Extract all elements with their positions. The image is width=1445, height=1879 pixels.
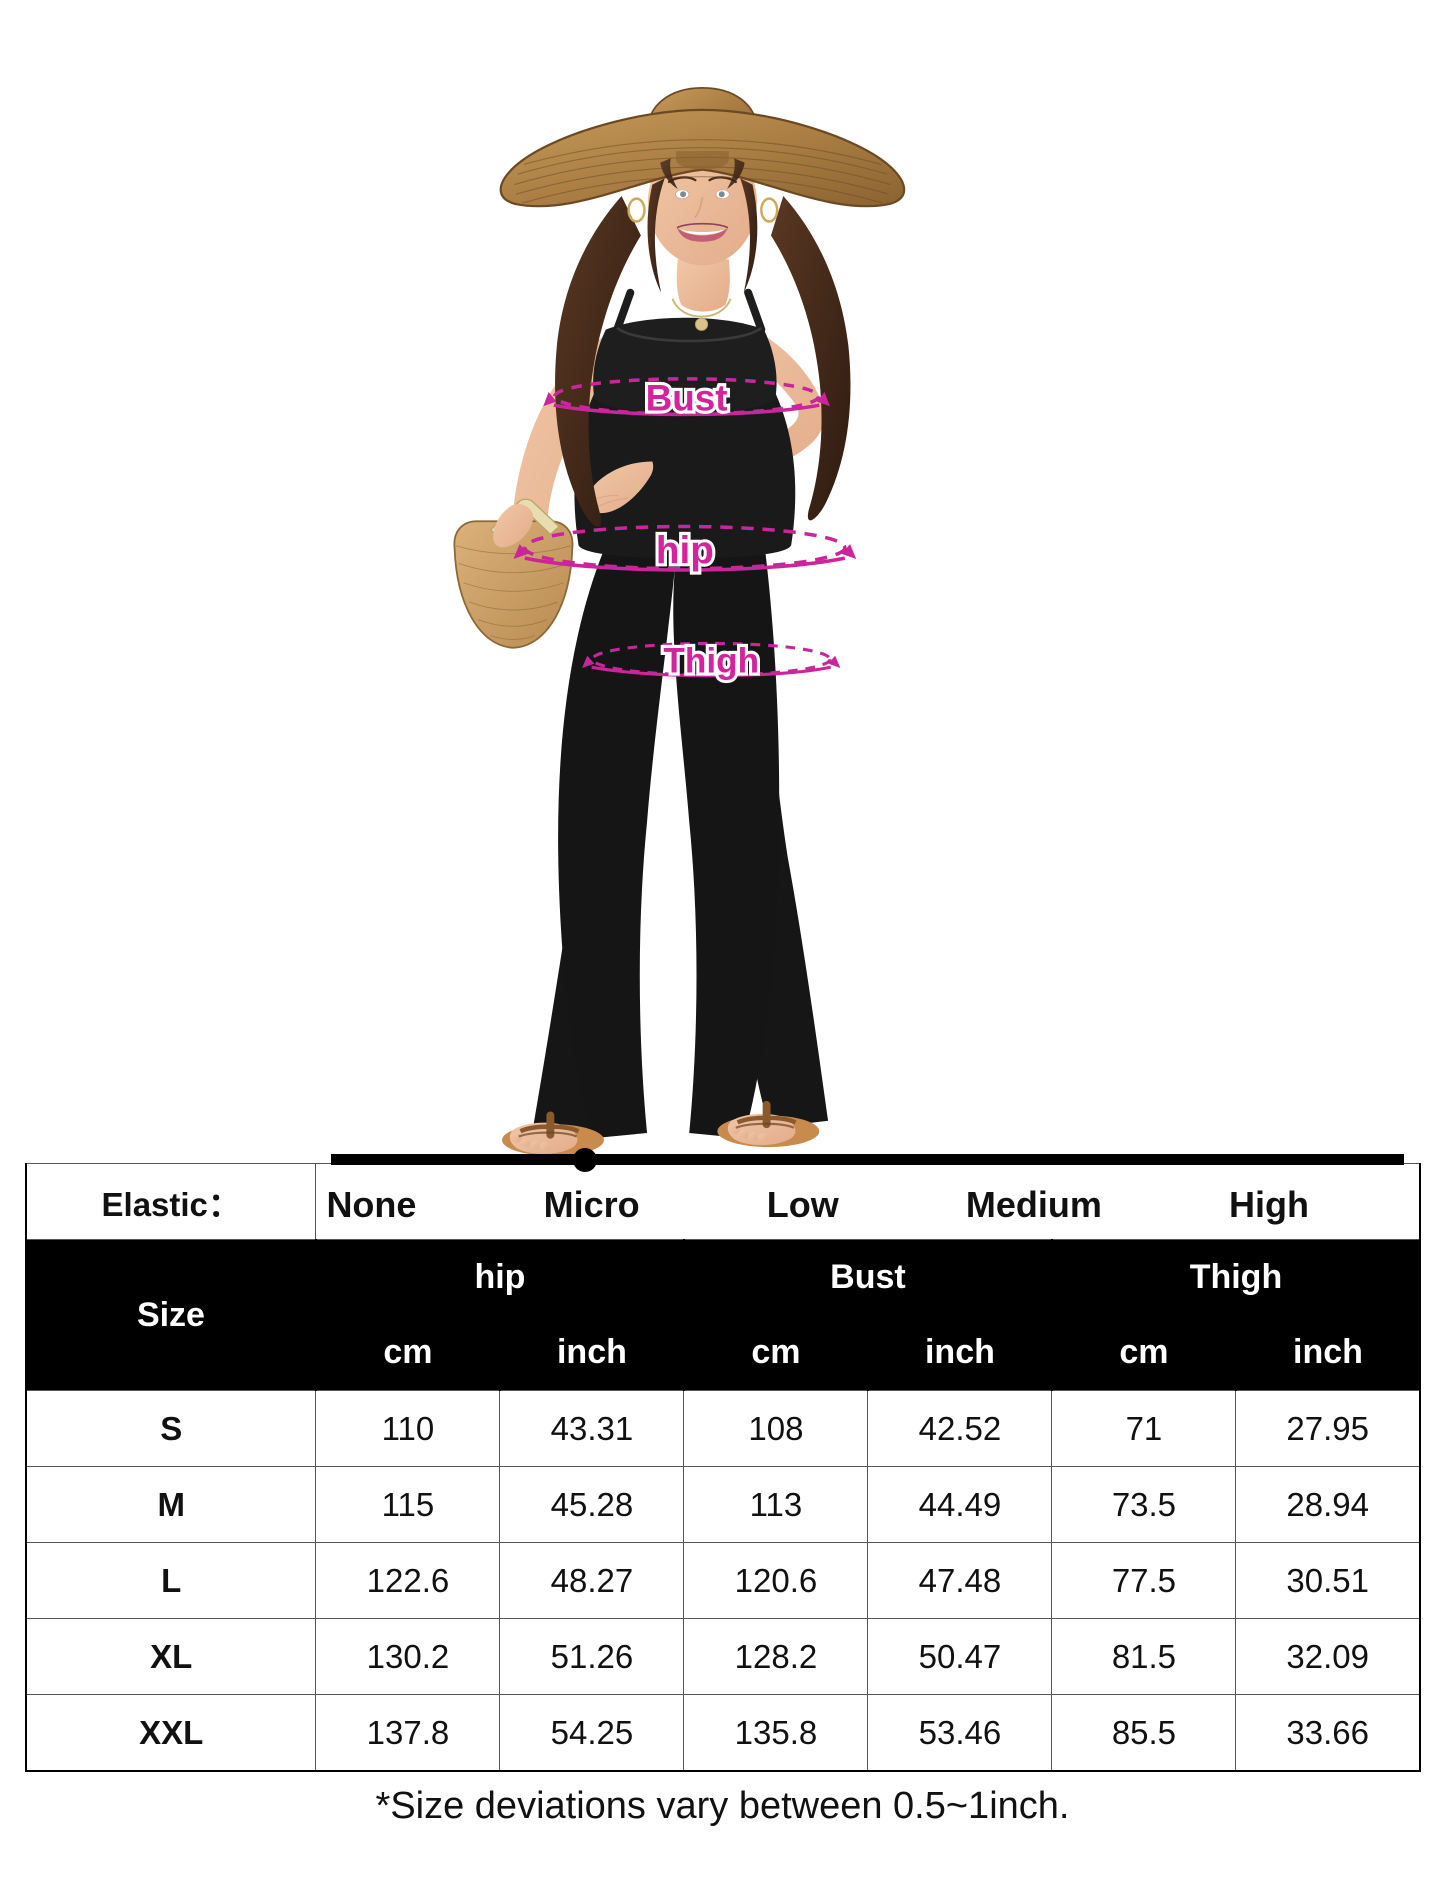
- svg-text:hip: hip: [656, 529, 714, 572]
- svg-text:Bust: Bust: [646, 377, 728, 418]
- svg-text:Thigh: Thigh: [663, 641, 759, 680]
